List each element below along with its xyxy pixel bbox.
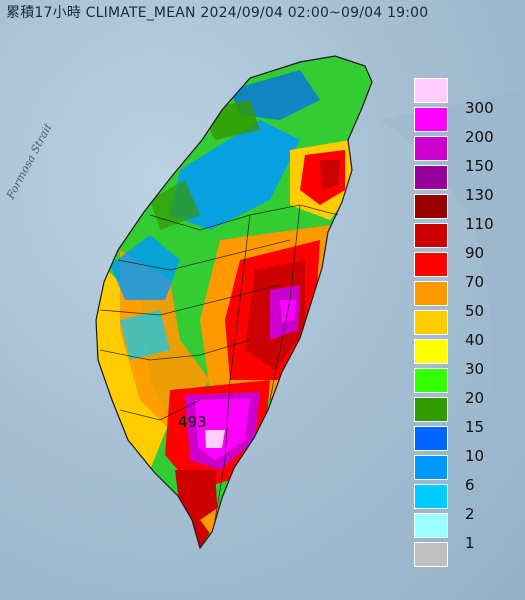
legend-swatch [414, 281, 448, 306]
legend-label: 110 [465, 215, 494, 233]
legend-label: 50 [465, 302, 485, 320]
legend-label: 1 [465, 534, 475, 552]
legend-label: 90 [465, 244, 485, 262]
legend-label: 150 [465, 157, 494, 175]
map-title: 累積17小時 CLIMATE_MEAN 2024/09/04 02:00~09/… [6, 5, 429, 21]
legend-swatch [414, 194, 448, 219]
legend-label: 20 [465, 389, 485, 407]
legend-swatch [414, 455, 448, 480]
rainfall-legend: 300 200 150 130 110 90 70 50 40 30 20 15 10 6 2 1 [414, 78, 524, 572]
legend-swatch [414, 368, 448, 393]
legend-swatch [414, 136, 448, 161]
legend-swatch [414, 78, 448, 103]
legend-swatch [414, 252, 448, 277]
legend-label: 6 [465, 476, 475, 494]
legend-label: 2 [465, 505, 475, 523]
legend-label: 15 [465, 418, 485, 436]
max-value-label: 493 [178, 413, 207, 431]
legend-swatch [414, 339, 448, 364]
legend-label: 10 [465, 447, 485, 465]
legend-swatch [414, 223, 448, 248]
legend-label: 200 [465, 128, 494, 146]
legend-label: 70 [465, 273, 485, 291]
legend-label: 300 [465, 99, 494, 117]
legend-label: 30 [465, 360, 485, 378]
legend-swatch [414, 484, 448, 509]
legend-label: 130 [465, 186, 494, 204]
legend-swatch [414, 107, 448, 132]
legend-swatch [414, 426, 448, 451]
legend-swatch [414, 397, 448, 422]
legend-swatch [414, 310, 448, 335]
legend-swatch [414, 165, 448, 190]
legend-swatch [414, 513, 448, 538]
legend-swatch [414, 542, 448, 567]
legend-label: 40 [465, 331, 485, 349]
